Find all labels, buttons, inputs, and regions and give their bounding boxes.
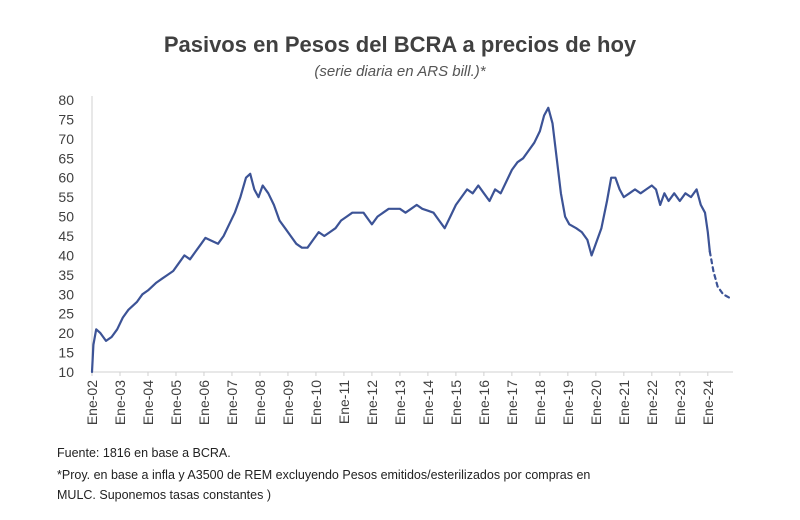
y-tick-label: 40 (58, 247, 74, 263)
chart-subtitle: (serie diaria en ARS bill.)* (314, 63, 486, 80)
x-tick-label: Ene-17 (504, 380, 520, 425)
x-tick-label: Ene-13 (392, 380, 408, 425)
y-tick-label: 80 (58, 92, 74, 108)
chart-axes (91, 96, 733, 373)
x-tick-label: Ene-09 (280, 380, 296, 425)
x-tick-label: Ene-14 (420, 380, 436, 425)
series-group (90, 106, 732, 374)
y-tick-label: 25 (58, 306, 74, 322)
chart-title: Pasivos en Pesos del BCRA a precios de h… (163, 32, 637, 57)
source-note: Fuente: 1816 en base a BCRA. (57, 446, 231, 460)
x-tick-label: Ene-12 (364, 380, 380, 425)
y-tick-label: 70 (58, 131, 74, 147)
y-tick-label: 65 (58, 150, 74, 166)
projection-line (708, 250, 732, 300)
x-tick-label: Ene-06 (196, 380, 212, 425)
x-tick-label: Ene-08 (252, 380, 268, 425)
projection-note-continued: MULC. Suponemos tasas constantes ) (57, 488, 271, 502)
x-tick-label: Ene-20 (588, 380, 604, 425)
series-line (90, 106, 711, 374)
y-tick-label: 50 (58, 209, 74, 225)
x-tick-label: Ene-23 (672, 380, 688, 425)
x-tick-label: Ene-22 (644, 380, 660, 425)
y-tick-label: 45 (58, 228, 74, 244)
y-tick-label: 10 (58, 364, 74, 380)
y-tick-label: 30 (58, 286, 74, 302)
x-tick-label: Ene-10 (308, 380, 324, 425)
x-tick-label: Ene-04 (140, 380, 156, 425)
x-tick-label: Ene-16 (476, 380, 492, 425)
y-tick-label: 15 (58, 345, 74, 361)
x-tick-label: Ene-03 (112, 380, 128, 425)
y-tick-label: 60 (58, 170, 74, 186)
x-tick-label: Ene-11 (336, 380, 352, 424)
x-tick-label: Ene-05 (168, 380, 184, 425)
x-tick-label: Ene-07 (224, 380, 240, 425)
x-tick-label: Ene-24 (700, 380, 716, 425)
x-tick-label: Ene-15 (448, 380, 464, 425)
y-axis-ticks: 10 15 20 25 30 35 40 45 50 55 60 65 70 75 80 (58, 92, 74, 380)
y-tick-label: 20 (58, 325, 74, 341)
x-tick-label: Ene-19 (560, 380, 576, 425)
x-tick-label: Ene-18 (532, 380, 548, 425)
x-tick-label: Ene-02 (84, 380, 100, 425)
y-tick-label: 35 (58, 267, 74, 283)
x-tick-label: Ene-21 (616, 380, 632, 425)
x-axis-ticks: Ene-02 Ene-03 Ene-04 Ene-05 Ene-06 Ene-07 Ene-… (84, 372, 716, 425)
projection-note: *Proy. en base a infla y A3500 de REM ex… (57, 468, 591, 482)
y-tick-label: 55 (58, 189, 74, 205)
y-tick-label: 75 (58, 111, 74, 127)
